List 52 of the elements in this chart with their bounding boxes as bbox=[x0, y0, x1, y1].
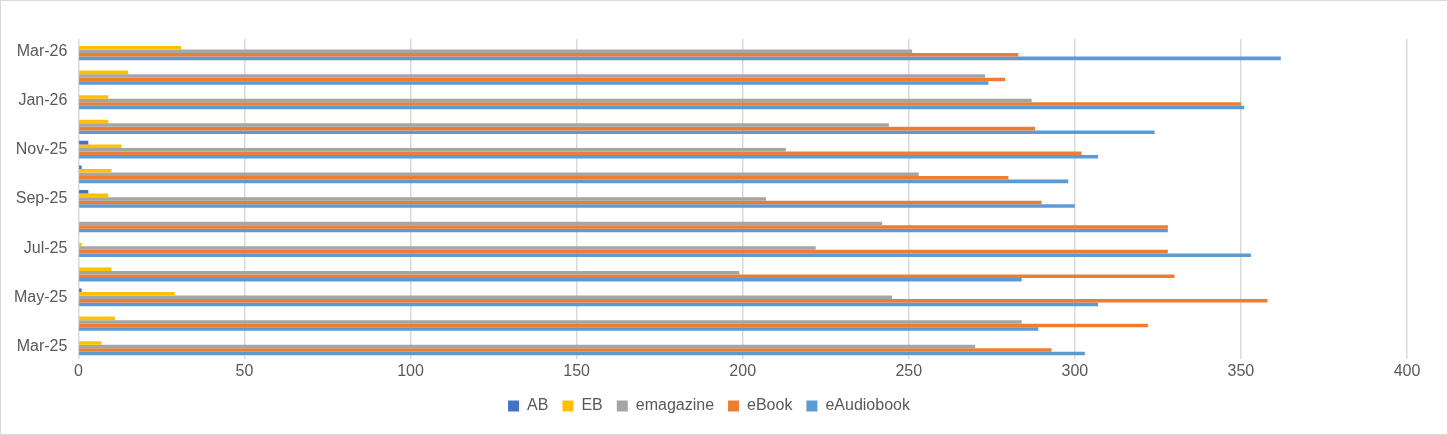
bar bbox=[79, 130, 1155, 134]
bar bbox=[79, 168, 112, 173]
x-tick-label: 400 bbox=[1393, 361, 1421, 379]
bar bbox=[79, 242, 82, 247]
bar bbox=[79, 327, 1039, 331]
x-tick-label: 200 bbox=[729, 361, 757, 379]
bar bbox=[79, 204, 1075, 208]
x-tick-label: 150 bbox=[563, 361, 591, 379]
bar bbox=[79, 246, 816, 250]
x-tick-label: 50 bbox=[235, 361, 254, 379]
y-tick-label: Sep-25 bbox=[15, 189, 68, 207]
bar bbox=[79, 341, 102, 345]
x-tick-label: 250 bbox=[895, 361, 923, 379]
x-tick-label: 0 bbox=[73, 361, 83, 379]
bar bbox=[79, 74, 986, 78]
bar bbox=[79, 288, 82, 292]
y-tick-label: May-25 bbox=[13, 287, 68, 305]
bar bbox=[79, 320, 1022, 324]
y-tick-label: Jul-25 bbox=[23, 238, 68, 256]
bar bbox=[79, 151, 1082, 156]
y-tick-label: Nov-25 bbox=[15, 140, 68, 158]
legend-label: emagazine bbox=[635, 396, 715, 414]
bar bbox=[79, 144, 122, 148]
bar bbox=[79, 155, 1099, 159]
bar bbox=[79, 102, 1241, 106]
legend-label: AB bbox=[527, 396, 549, 414]
bar bbox=[79, 190, 89, 194]
y-tick-label: Mar-26 bbox=[16, 41, 68, 59]
bar bbox=[79, 274, 1175, 279]
bar bbox=[79, 348, 1052, 352]
bar bbox=[79, 81, 989, 85]
bar bbox=[79, 197, 766, 201]
bar bbox=[79, 299, 1268, 303]
x-tick-label: 350 bbox=[1227, 361, 1255, 379]
y-tick-label: Jan-26 bbox=[18, 90, 68, 108]
bar bbox=[79, 253, 1251, 257]
legend-label: eAudiobook bbox=[825, 396, 911, 414]
x-tick-label: 100 bbox=[397, 361, 424, 379]
legend-label: eBook bbox=[747, 396, 794, 414]
bar bbox=[79, 53, 1019, 57]
bar bbox=[79, 278, 1022, 282]
bar bbox=[79, 123, 889, 127]
y-tick-label: Mar-25 bbox=[16, 336, 68, 354]
legend-label: EB bbox=[581, 396, 603, 414]
bar bbox=[79, 225, 1168, 229]
bar bbox=[79, 291, 175, 296]
x-tick-label: 300 bbox=[1061, 361, 1089, 379]
bar bbox=[79, 176, 1009, 180]
bar bbox=[79, 165, 82, 169]
bar bbox=[79, 45, 182, 50]
bar bbox=[79, 95, 109, 99]
bar bbox=[79, 267, 112, 271]
